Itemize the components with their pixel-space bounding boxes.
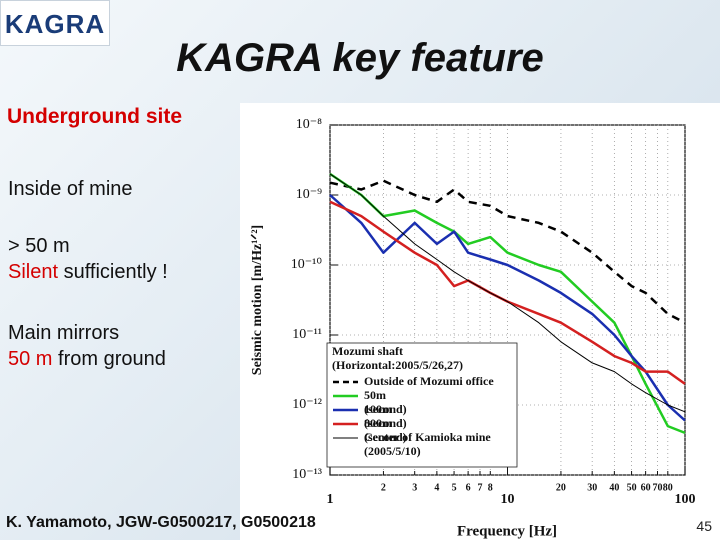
legend-title: Mozumi shaft (332, 344, 403, 358)
text-segment: Main mirrors (8, 322, 120, 344)
legend-label-line: (2005/5/10) (364, 444, 421, 458)
point-line: Silent sufficiently ! (8, 259, 168, 285)
legend-label: Outside of Mozumi office (364, 374, 494, 388)
text-segment: sufficiently ! (58, 261, 168, 283)
y-tick-label: 10⁻⁹ (296, 187, 322, 202)
x-tick-label: 70 (653, 482, 663, 493)
legend-label-line: 800m (364, 416, 392, 430)
x-tick-label: 40 (609, 482, 619, 493)
legend-label: Center of Kamioka mine (2005/5/10) (364, 430, 491, 458)
y-axis-label: Seismic motion [m/Hz¹ᐟ²] (250, 225, 265, 375)
slide-title: KAGRA key feature (176, 36, 544, 80)
x-tick-label: 80 (663, 482, 673, 493)
legend-label-line: 100m (364, 402, 392, 416)
text-segment: 50 m (8, 348, 53, 370)
text-segment: Silent (8, 261, 59, 283)
x-axis-label: Frequency [Hz] (457, 523, 557, 539)
legend: Mozumi shaft(Horizontal:2005/5/26,27) Out… (326, 342, 518, 468)
lines (329, 172, 686, 435)
point-block: Main mirrors 50 m from ground (8, 320, 166, 372)
point-line: > 50 m (8, 233, 168, 259)
legend-title: (Horizontal:2005/5/26,27) (332, 358, 463, 372)
x-tick-label: 30 (587, 482, 597, 493)
text-segment: Inside of mine (8, 178, 133, 200)
series-line (329, 173, 686, 413)
y-tick-label: 10⁻¹⁰ (291, 257, 323, 272)
point-line: 50 m from ground (8, 346, 166, 372)
x-tick-label: 60 (641, 482, 651, 493)
legend-label: 800m (second) (364, 416, 407, 444)
point-block: Inside of mine (8, 176, 133, 202)
logo: KAGRA (0, 0, 110, 46)
x-tick-label: 3 (412, 482, 417, 493)
x-tick-label: 50 (627, 482, 637, 493)
x-tick-label: 100 (675, 492, 696, 507)
legend-label: 100m (second) (364, 402, 407, 430)
text-segment: from ground (52, 348, 166, 370)
y-tick-label: 10⁻¹³ (292, 467, 322, 482)
y-tick-label: 10⁻¹¹ (292, 327, 322, 342)
y-tick-label: 10⁻¹² (292, 397, 322, 412)
grid (329, 124, 686, 476)
y-tick-label: 10⁻⁸ (296, 117, 322, 132)
legend-box (326, 342, 518, 468)
footer: K. Yamamoto, JGW-G0500217, G0500218 (6, 514, 316, 531)
x-tick-label: 20 (556, 482, 566, 493)
x-tick-label: 5 (452, 482, 457, 493)
legend-label: 50m (second) (364, 388, 407, 416)
legend-label-line: 50m (364, 388, 386, 402)
legend-label-line: (second) (364, 416, 407, 430)
point-line: Inside of mine (8, 176, 133, 202)
page-number: 45 (696, 518, 712, 534)
x-tick-label: 1 (327, 492, 334, 507)
x-tick-label: 10 (501, 492, 515, 507)
legend-label-line: Center of Kamioka mine (364, 430, 491, 444)
heading: Underground site (7, 105, 183, 128)
x-tick-label: 2 (381, 482, 386, 493)
x-tick-label: 7 (478, 482, 483, 493)
legend-label-line: (second) (364, 402, 407, 416)
legend-label-line: (second) (364, 430, 407, 444)
x-tick-label: 8 (488, 482, 493, 493)
x-tick-label: 6 (466, 482, 471, 493)
point-line: Main mirrors (8, 320, 166, 346)
point-block: > 50 m Silent sufficiently ! (8, 233, 168, 285)
text-segment: > 50 m (8, 235, 70, 257)
series-line (329, 194, 686, 422)
x-tick-label: 4 (434, 482, 439, 493)
